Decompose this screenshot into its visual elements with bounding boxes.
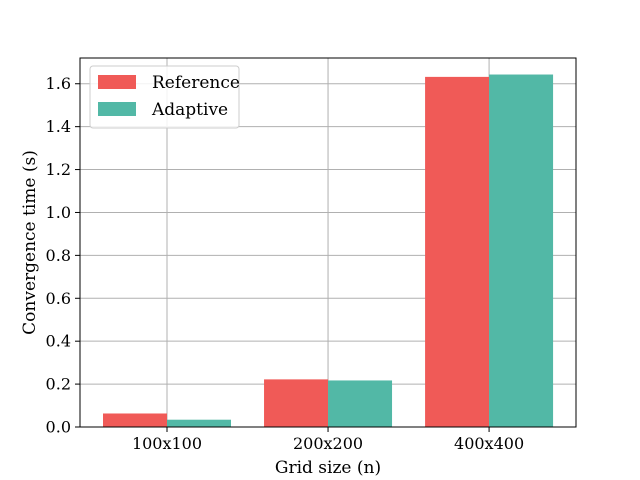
bar-reference-200x200 — [264, 379, 329, 427]
x-tick-label: 400x400 — [454, 434, 524, 453]
legend-label-adaptive: Adaptive — [151, 100, 228, 120]
y-axis-label: Convergence time (s) — [20, 150, 40, 335]
bars — [103, 74, 554, 428]
y-tick-label: 0.4 — [46, 332, 71, 351]
y-tick-label: 1.2 — [46, 160, 71, 179]
y-tick-label: 1.6 — [46, 74, 71, 93]
x-tick-label: 200x200 — [293, 434, 363, 453]
bar-adaptive-100x100 — [167, 419, 231, 427]
legend-label-reference: Reference — [152, 73, 240, 93]
x-tick-label: 100x100 — [132, 434, 202, 453]
legend-swatch-adaptive — [98, 102, 136, 116]
bar-adaptive-200x200 — [328, 380, 393, 427]
y-tick-label: 0.6 — [46, 289, 71, 308]
bar-reference-100x100 — [103, 413, 167, 427]
x-axis-label: Grid size (n) — [275, 458, 381, 478]
y-tick-label: 1.0 — [46, 203, 71, 222]
y-tick-label: 0.2 — [46, 375, 71, 394]
legend: Reference Adaptive — [89, 65, 240, 129]
y-tick-label: 0.8 — [46, 246, 71, 265]
axis-ticks: 0.0 0.2 0.4 0.6 0.8 1.0 1.2 1.4 1.6 100x100 200x20… — [46, 74, 525, 453]
y-tick-label: 1.4 — [46, 117, 71, 136]
bar-adaptive-400x400 — [489, 74, 554, 427]
y-tick-label: 0.0 — [46, 418, 71, 437]
legend-swatch-reference — [98, 75, 136, 89]
bar-reference-400x400 — [425, 76, 490, 428]
